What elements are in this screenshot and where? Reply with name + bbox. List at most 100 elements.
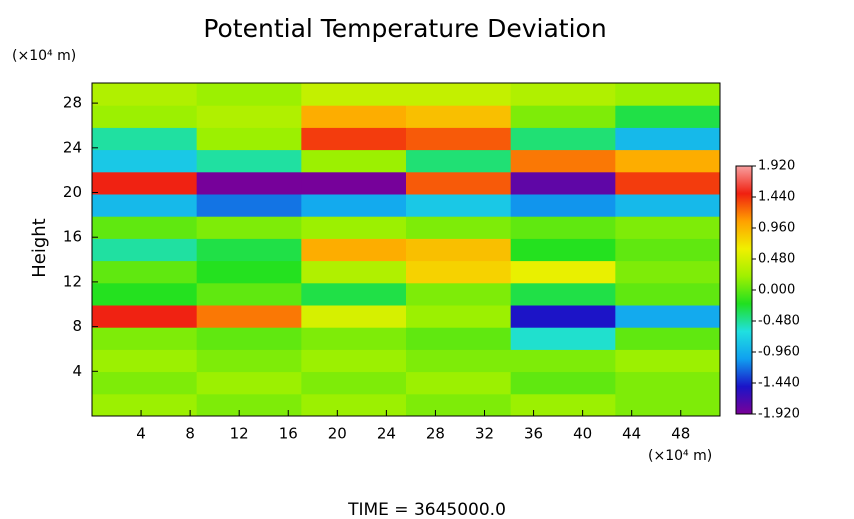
heat-cell <box>406 216 512 239</box>
heat-cell <box>301 371 407 395</box>
heat-cell <box>301 105 407 128</box>
heat-cell <box>510 194 616 217</box>
y-tick-label: 28 <box>63 94 82 112</box>
heat-cell <box>92 371 198 395</box>
heat-cell <box>301 149 407 173</box>
heat-cell <box>615 105 721 128</box>
colorbar-tick-label: 0.960 <box>758 221 795 236</box>
heat-cell <box>615 83 721 106</box>
heat-cell <box>406 282 512 306</box>
heat-cell <box>92 105 198 128</box>
heat-cell <box>196 305 302 328</box>
colorbar-tick-label: -0.480 <box>758 314 800 329</box>
heat-cell <box>510 282 616 306</box>
heat-cell <box>406 393 512 417</box>
y-tick-label: 4 <box>72 362 82 380</box>
plot-frame <box>91 82 721 417</box>
heat-cell <box>406 349 512 373</box>
colorbar-tick-label: 0.000 <box>758 283 795 298</box>
heat-cell <box>615 260 721 284</box>
x-tick-label: 4 <box>136 425 146 443</box>
heat-cell <box>92 127 198 151</box>
heat-cell <box>196 282 302 306</box>
x-tick-label: 20 <box>328 425 347 443</box>
heat-cell <box>510 216 616 239</box>
heat-cell <box>301 83 407 106</box>
heat-cell <box>615 238 721 262</box>
x-tick-label: 12 <box>230 425 249 443</box>
heat-cell <box>615 393 721 417</box>
heat-cell <box>301 216 407 239</box>
heat-cell <box>92 349 198 373</box>
heat-cell <box>301 171 407 195</box>
heat-cell <box>510 260 616 284</box>
y-unit-label: (×10⁴ m) <box>12 48 76 64</box>
heat-cell <box>92 238 198 262</box>
heat-cell <box>615 371 721 395</box>
heat-cell <box>196 149 302 173</box>
heat-cell <box>196 127 302 151</box>
heat-cell <box>92 83 198 106</box>
footer: TIME = 3645000.0 <box>347 500 506 519</box>
heat-cell <box>196 371 302 395</box>
heat-cell <box>406 238 512 262</box>
x-tick-label: 24 <box>377 425 396 443</box>
heat-cell <box>510 149 616 173</box>
x-tick-label: 28 <box>426 425 445 443</box>
heat-cell <box>92 216 198 239</box>
y-tick-label: 24 <box>63 138 82 156</box>
heat-cell <box>510 127 616 151</box>
heat-cell <box>615 349 721 373</box>
heat-cell <box>196 238 302 262</box>
heat-cell <box>406 194 512 217</box>
heat-cell <box>510 349 616 373</box>
colorbar-tick-label: -1.440 <box>758 376 800 391</box>
heat-cell <box>510 238 616 262</box>
x-tick-label: 44 <box>622 425 641 443</box>
heat-cell <box>196 83 302 106</box>
heat-cell <box>92 149 198 173</box>
y-tick-label: 16 <box>63 228 82 246</box>
heat-cell <box>301 305 407 328</box>
heat-cell <box>196 194 302 217</box>
heat-cell <box>406 83 512 106</box>
heat-cell <box>301 393 407 417</box>
heat-cell <box>196 105 302 128</box>
y-tick-label: 20 <box>63 183 82 201</box>
x-tick-label: 8 <box>185 425 195 443</box>
heat-cell <box>615 171 721 195</box>
heat-cell <box>615 305 721 328</box>
chart-title: Potential Temperature Deviation <box>203 14 606 43</box>
heat-cell <box>92 282 198 306</box>
heat-cell <box>196 349 302 373</box>
colorbar-tick-label: 0.480 <box>758 252 795 267</box>
heat-cell <box>196 260 302 284</box>
heat-cell <box>406 305 512 328</box>
heat-cell <box>615 127 721 151</box>
heat-cell <box>196 393 302 417</box>
x-tick-label: 36 <box>524 425 543 443</box>
heat-cell <box>615 149 721 173</box>
heat-cell <box>301 327 407 350</box>
heat-cell <box>510 371 616 395</box>
heat-cell <box>301 349 407 373</box>
heat-cell <box>196 327 302 350</box>
heat-cell <box>510 327 616 350</box>
heat-cell <box>301 282 407 306</box>
heat-cell <box>92 194 198 217</box>
heat-cell <box>406 105 512 128</box>
heat-cell <box>615 194 721 217</box>
heat-cell <box>92 171 198 195</box>
heat-cell <box>510 305 616 328</box>
heat-cell <box>406 149 512 173</box>
x-tick-label: 48 <box>671 425 690 443</box>
heat-cell <box>301 260 407 284</box>
heat-cell <box>615 216 721 239</box>
heat-cell <box>510 105 616 128</box>
colorbar-tick-label: 1.920 <box>758 159 795 174</box>
heat-cell <box>406 127 512 151</box>
heat-cell <box>92 305 198 328</box>
heat-cell <box>92 393 198 417</box>
